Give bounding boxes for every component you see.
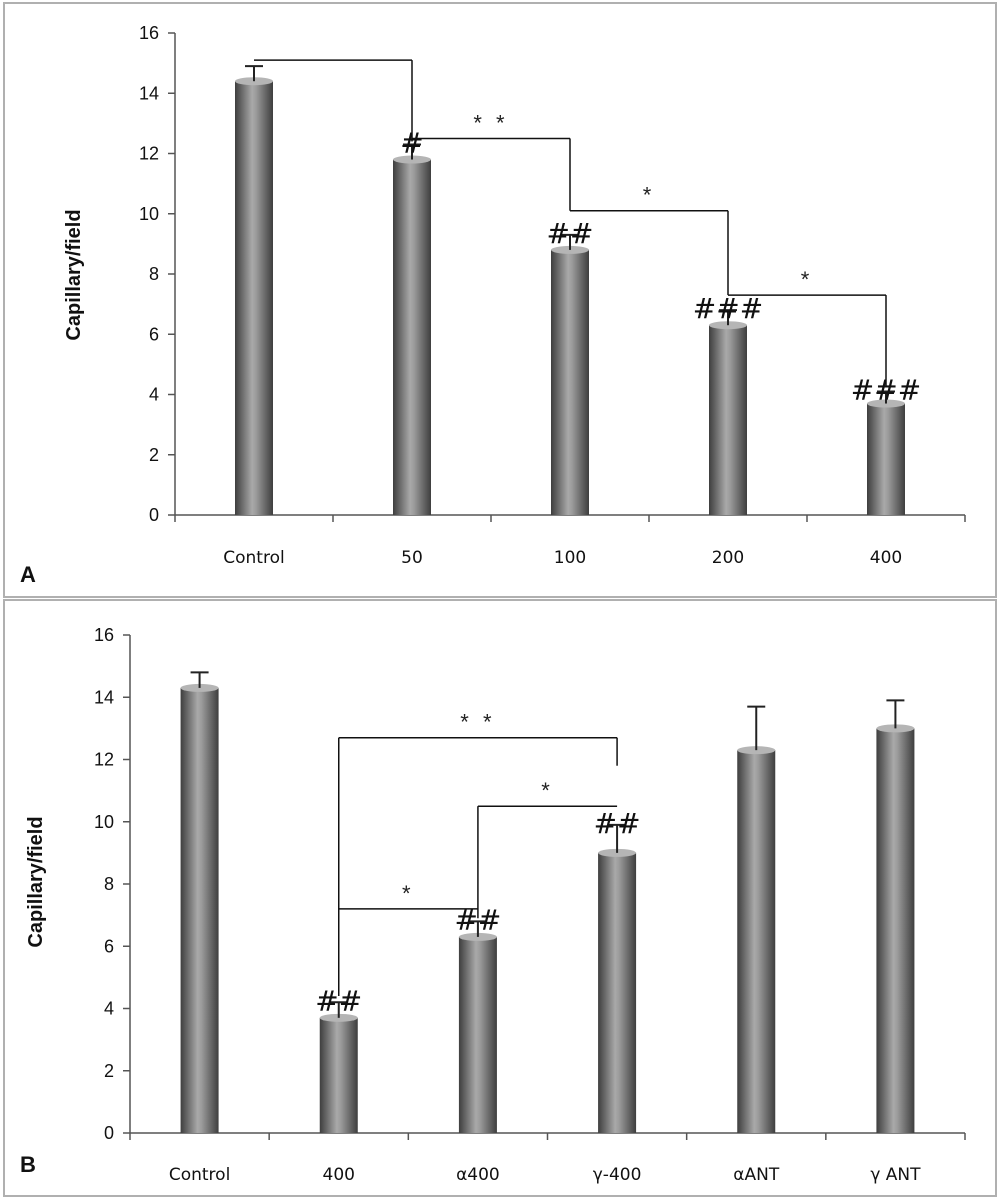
panel-a-y-tick-label: 2 bbox=[149, 445, 159, 465]
panel-b-bar bbox=[319, 1017, 358, 1133]
panel-a-y-tick-label: 16 bbox=[139, 23, 159, 43]
panel-b-bracket-star: * bbox=[541, 778, 554, 803]
panel-a-chart: Capillary/field A 0 2 4 6 8 10 12 14 16 Control 50… bbox=[20, 23, 966, 587]
panel-b-y-axis-title: Capillary/field bbox=[25, 816, 47, 947]
panel-a-y-tick-label: 8 bbox=[149, 264, 159, 284]
panel-b-y-tick-label: 0 bbox=[104, 1123, 114, 1143]
panel-b-y-tick-label: 6 bbox=[104, 936, 114, 956]
panel-b-bar bbox=[598, 852, 637, 1133]
panel-b-y-tick-label: 16 bbox=[94, 625, 114, 645]
panel-b-bracket-star: * * bbox=[460, 710, 495, 735]
panel-a-bar bbox=[709, 325, 747, 515]
panel-a-significance-mark: # bbox=[400, 126, 423, 159]
panel-b-plot-area: 0 2 4 6 8 10 12 14 16 Control 400 α400 γ-400 αANT γ AN… bbox=[94, 625, 966, 1185]
panel-b-bar bbox=[180, 687, 219, 1133]
panel-a-bar bbox=[393, 159, 431, 515]
panel-a-category-label: 400 bbox=[870, 548, 902, 568]
panel-a-category-label: Control bbox=[223, 548, 284, 568]
panel-a-label: A bbox=[20, 562, 36, 587]
panel-b-chart: Capillary/field B 0 2 4 6 8 10 12 14 16 Control 40… bbox=[20, 625, 966, 1185]
panel-b-bar bbox=[458, 936, 497, 1133]
panel-b-category-label: γ-400 bbox=[593, 1165, 642, 1185]
panel-a-y-tick-label: 6 bbox=[149, 324, 159, 344]
panel-b-category-label: αANT bbox=[733, 1165, 780, 1185]
panel-a-y-tick-label: 10 bbox=[139, 204, 159, 224]
panel-b-significance-mark: ## bbox=[594, 807, 641, 840]
panel-a-bracket-star: * * bbox=[473, 110, 508, 135]
panel-a-bracket-star: * bbox=[801, 267, 814, 292]
panel-b-bar bbox=[737, 750, 776, 1133]
panel-b-category-label: Control bbox=[169, 1165, 230, 1185]
panel-a-y-tick-label: 0 bbox=[149, 505, 159, 525]
panel-a-y-tick-label: 4 bbox=[149, 385, 159, 405]
panel-a-y-tick-label: 12 bbox=[139, 144, 159, 164]
panel-b-y-tick-label: 8 bbox=[104, 874, 114, 894]
panel-b-category-label: γ ANT bbox=[870, 1165, 921, 1185]
panel-a-significance-mark: ### bbox=[693, 292, 763, 325]
panel-b-category-label: α400 bbox=[456, 1165, 500, 1185]
panel-b-y-tick-label: 14 bbox=[94, 687, 114, 707]
panel-a-y-tick-label: 14 bbox=[139, 83, 159, 103]
panel-a-bar bbox=[235, 81, 273, 515]
panel-a-category-label: 200 bbox=[712, 548, 744, 568]
panel-a-frame bbox=[3, 2, 997, 598]
panel-a-bracket-star: * bbox=[643, 183, 656, 208]
panel-b-category-label: 400 bbox=[323, 1165, 355, 1185]
panel-b-y-tick-label: 12 bbox=[94, 750, 114, 770]
panel-a-category-label: 100 bbox=[554, 548, 586, 568]
panel-a-bar bbox=[551, 249, 589, 515]
panel-a-bar bbox=[867, 403, 905, 515]
panel-b-y-tick-label: 2 bbox=[104, 1061, 114, 1081]
panel-b-label: B bbox=[20, 1152, 36, 1177]
panel-b-bar bbox=[876, 728, 915, 1133]
panel-b-y-tick-label: 10 bbox=[94, 812, 114, 832]
panel-b-bracket-star: * bbox=[402, 881, 415, 906]
panel-a-category-label: 50 bbox=[401, 548, 423, 568]
panel-a-significance-mark: ## bbox=[547, 217, 594, 250]
panel-b-frame bbox=[3, 599, 997, 1197]
panel-b-y-tick-label: 4 bbox=[104, 999, 114, 1019]
panel-a-y-axis-title: Capillary/field bbox=[63, 209, 85, 340]
